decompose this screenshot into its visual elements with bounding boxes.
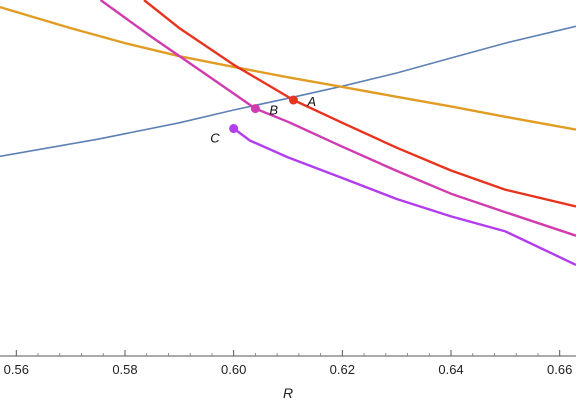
point-label-a: A xyxy=(306,94,316,109)
point-label-c: C xyxy=(210,131,220,146)
series-line-4 xyxy=(99,0,576,237)
x-tick-label: 0.58 xyxy=(112,362,137,377)
marker-layer: A B C xyxy=(210,94,316,145)
x-axis: 0.56 0.58 0.60 0.62 0.64 0.66 xyxy=(0,350,576,377)
series-layer xyxy=(0,0,576,266)
x-tick-label: 0.66 xyxy=(547,362,572,377)
point-marker-c xyxy=(229,124,239,134)
point-marker-b xyxy=(250,104,260,114)
point-label-b: B xyxy=(269,103,278,118)
x-axis-label: R xyxy=(283,385,293,401)
series-line-2 xyxy=(0,5,576,131)
x-tick-label: 0.60 xyxy=(221,362,246,377)
x-tick-label: 0.56 xyxy=(4,362,29,377)
x-tick-label: 0.62 xyxy=(330,362,355,377)
series-line-1 xyxy=(0,25,576,158)
series-line-5 xyxy=(232,127,576,266)
x-tick-label: 0.64 xyxy=(438,362,463,377)
series-line-3 xyxy=(143,0,576,208)
point-marker-a xyxy=(288,95,298,105)
